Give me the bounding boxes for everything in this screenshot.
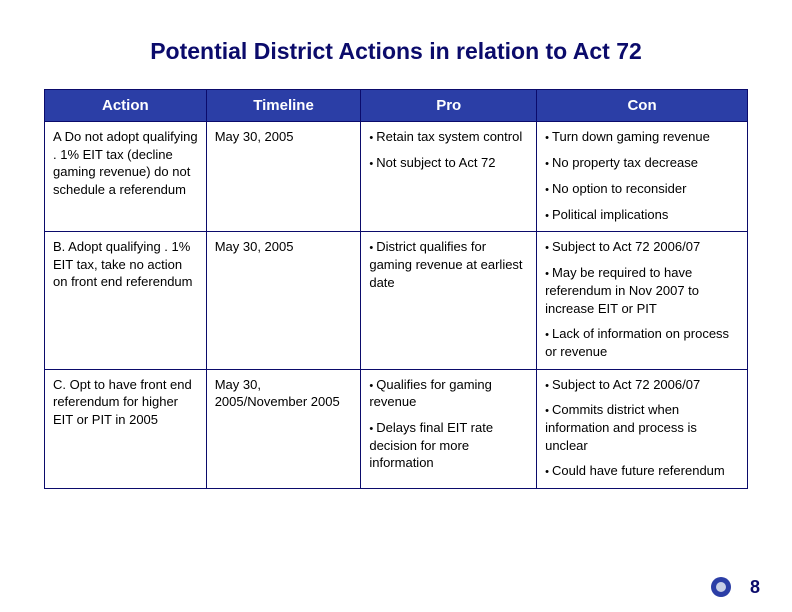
cell-con: • Subject to Act 72 2006/07 • Commits dis… xyxy=(537,369,748,489)
con-item: • No property tax decrease xyxy=(545,154,739,172)
table-row: B. Adopt qualifying . 1% EIT tax, take n… xyxy=(45,232,748,369)
con-item: • Turn down gaming revenue xyxy=(545,128,739,146)
col-header-con: Con xyxy=(537,90,748,122)
con-item: • Lack of information on process or reve… xyxy=(545,325,739,360)
con-item: • No option to reconsider xyxy=(545,180,739,198)
col-header-action: Action xyxy=(45,90,207,122)
cell-con: • Turn down gaming revenue • No property … xyxy=(537,122,748,232)
col-header-pro: Pro xyxy=(361,90,537,122)
pro-item: • Qualifies for gaming revenue xyxy=(369,376,528,411)
pro-item: • District qualifies for gaming revenue … xyxy=(369,238,528,291)
cell-timeline: May 30, 2005 xyxy=(206,232,361,369)
con-item: • Political implications xyxy=(545,206,739,224)
page-number: 8 xyxy=(750,577,760,598)
col-header-timeline: Timeline xyxy=(206,90,361,122)
cell-timeline: May 30, 2005 xyxy=(206,122,361,232)
con-item: • Subject to Act 72 2006/07 xyxy=(545,376,739,394)
table-row: A Do not adopt qualifying . 1% EIT tax (… xyxy=(45,122,748,232)
cell-timeline: May 30, 2005/November 2005 xyxy=(206,369,361,489)
con-item: • Commits district when information and … xyxy=(545,401,739,454)
cell-con: • Subject to Act 72 2006/07 • May be requ… xyxy=(537,232,748,369)
con-item: • Subject to Act 72 2006/07 xyxy=(545,238,739,256)
cell-pro: • Qualifies for gaming revenue • Delays f… xyxy=(361,369,537,489)
table-row: C. Opt to have front end referendum for … xyxy=(45,369,748,489)
options-table: Action Timeline Pro Con A Do not adopt q… xyxy=(44,89,748,489)
page-title: Potential District Actions in relation t… xyxy=(0,0,792,89)
cell-action: C. Opt to have front end referendum for … xyxy=(45,369,207,489)
cell-action: B. Adopt qualifying . 1% EIT tax, take n… xyxy=(45,232,207,369)
cell-action: A Do not adopt qualifying . 1% EIT tax (… xyxy=(45,122,207,232)
table-header-row: Action Timeline Pro Con xyxy=(45,90,748,122)
pro-item: • Delays final EIT rate decision for mor… xyxy=(369,419,528,472)
footer-logo-icon xyxy=(710,576,732,598)
pro-item: • Retain tax system control xyxy=(369,128,528,146)
cell-pro: • District qualifies for gaming revenue … xyxy=(361,232,537,369)
cell-pro: • Retain tax system control • Not subject… xyxy=(361,122,537,232)
pro-item: • Not subject to Act 72 xyxy=(369,154,528,172)
con-item: • Could have future referendum xyxy=(545,462,739,480)
table-body: A Do not adopt qualifying . 1% EIT tax (… xyxy=(45,122,748,489)
con-item: • May be required to have referendum in … xyxy=(545,264,739,317)
options-table-wrap: Action Timeline Pro Con A Do not adopt q… xyxy=(44,89,748,489)
